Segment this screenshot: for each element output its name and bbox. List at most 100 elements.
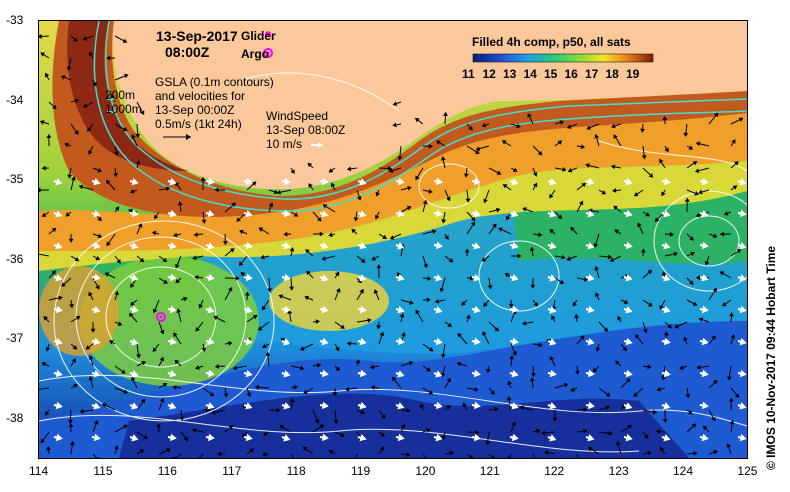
velocity-arrow-head xyxy=(738,117,744,122)
velocity-arrow-head xyxy=(719,271,725,276)
y-tick-label: -33 xyxy=(6,13,24,27)
velocity-arrow-head xyxy=(409,300,414,305)
velocity-arrow-head xyxy=(130,301,135,306)
wind-arrow-head xyxy=(169,370,177,378)
velocity-arrow-head xyxy=(611,123,616,129)
wind-arrow-head xyxy=(245,306,253,314)
wind-arrow-head xyxy=(435,209,443,218)
velocity-arrow-head xyxy=(116,258,121,264)
velocity-arrow-head xyxy=(495,207,501,213)
wind-arrow-head xyxy=(739,274,747,282)
velocity-arrow-head xyxy=(427,276,432,281)
velocity-arrow-head xyxy=(319,231,324,237)
velocity-arrow-head xyxy=(583,407,588,413)
velocity-arrow-head xyxy=(156,423,162,428)
velocity-arrow-head xyxy=(702,425,708,431)
velocity-arrow-head xyxy=(462,402,467,408)
velocity-arrow-head xyxy=(319,424,325,429)
velocity-arrow-head xyxy=(570,226,575,232)
velocity-arrow-head xyxy=(97,168,103,173)
velocity-arrow-head xyxy=(640,248,646,253)
velocity-arrow-head xyxy=(444,235,449,241)
wind-arrow-head xyxy=(55,369,63,378)
wind-arrow-head xyxy=(207,369,215,378)
velocity-arrow-head xyxy=(82,36,88,41)
x-tick-label: 123 xyxy=(608,464,629,478)
x-tick-label: 122 xyxy=(544,464,565,478)
velocity-arrow-head xyxy=(559,279,565,285)
velocity-arrow-head xyxy=(72,345,78,350)
velocity-arrow-head xyxy=(336,287,341,293)
velocity-arrow-head xyxy=(238,261,244,267)
wind-arrow-head xyxy=(131,305,139,314)
wind-arrow-head xyxy=(283,209,291,218)
wind-arrow-head xyxy=(169,337,177,346)
velocity-arrow-head xyxy=(426,297,431,303)
wind-arrow-head xyxy=(739,433,747,442)
wind-arrow-head xyxy=(549,434,557,442)
velocity-arrow-head xyxy=(236,217,241,222)
credit-text: © IMOS 10-Nov-2017 09:44 Hobart Time xyxy=(764,245,778,470)
velocity-arrow-head xyxy=(647,302,653,307)
velocity-arrow-head xyxy=(704,260,710,266)
velocity-arrow-head xyxy=(93,419,99,425)
x-tick-label: 125 xyxy=(737,464,758,478)
wind-arrow-head xyxy=(359,210,367,218)
velocity-arrow-head xyxy=(583,276,589,282)
velocity-arrow-head xyxy=(280,338,286,343)
velocity-arrow-head xyxy=(567,167,573,173)
velocity-arrow-head xyxy=(508,304,514,309)
velocity-arrow-head xyxy=(712,287,717,293)
wind-arrow-head xyxy=(207,433,215,442)
velocity-arrow-head xyxy=(570,387,575,392)
velocity-arrow-head xyxy=(172,384,177,390)
velocity-arrow-head xyxy=(41,165,46,171)
x-tick-label: 115 xyxy=(93,464,113,478)
wind-arrow-head xyxy=(321,210,329,218)
velocity-arrow-head xyxy=(130,283,135,288)
wind-arrow-head xyxy=(207,242,215,250)
velocity-arrow-head xyxy=(213,315,219,321)
velocity-arrow-head xyxy=(175,278,180,284)
gsla-caption-1: GSLA (0.1m contours) xyxy=(155,75,274,89)
velocity-arrow-head xyxy=(74,98,80,104)
velocity-arrow-head xyxy=(68,422,74,428)
wind-arrow-head xyxy=(663,274,671,282)
velocity-arrow-head xyxy=(265,351,271,356)
velocity-arrow-head xyxy=(374,214,380,220)
velocity-arrow-head xyxy=(562,167,567,172)
velocity-arrow-head xyxy=(399,313,405,318)
velocity-arrow-head xyxy=(470,221,476,227)
wind-arrow-head xyxy=(207,337,215,346)
wind-arrow-head xyxy=(549,402,557,410)
velocity-arrow-head xyxy=(457,332,462,338)
velocity-arrow-head xyxy=(516,123,521,129)
velocity-arrow-head xyxy=(251,181,257,186)
velocity-arrow-head xyxy=(661,191,666,197)
velocity-arrow-head xyxy=(305,249,310,254)
velocity-arrow xyxy=(290,453,294,458)
argo-legend-icon xyxy=(263,48,273,58)
colorbar-gradient xyxy=(472,53,654,63)
velocity-arrow-head xyxy=(314,418,320,424)
wind-time: 13-Sep 08:00Z xyxy=(266,123,346,137)
velocity-arrow-head xyxy=(586,125,591,130)
velocity-arrow-head xyxy=(131,376,136,382)
velocity-arrow-head xyxy=(315,319,320,325)
velocity-arrow-head xyxy=(583,428,588,434)
velocity-arrow-head xyxy=(79,408,84,414)
wind-arrow-head xyxy=(131,242,139,250)
colorbar-tick-label: 11 xyxy=(462,67,475,81)
velocity-arrow-head xyxy=(732,185,738,190)
velocity-arrow-head xyxy=(642,328,648,334)
wind-arrow-head xyxy=(321,337,329,346)
velocity-arrow-head xyxy=(492,223,497,229)
velocity-arrow-head xyxy=(162,383,168,388)
velocity-arrow-head xyxy=(605,405,611,411)
wind-arrow-head xyxy=(359,274,367,282)
velocity-arrow-head xyxy=(507,456,512,458)
wind-arrow-head xyxy=(245,433,253,442)
wind-arrow-head xyxy=(739,305,747,314)
wind-arrow-head xyxy=(397,370,405,378)
sst-map[interactable]: 13-Sep-2017 08:00Z Glider Argo GSLA (0.1… xyxy=(38,20,748,459)
